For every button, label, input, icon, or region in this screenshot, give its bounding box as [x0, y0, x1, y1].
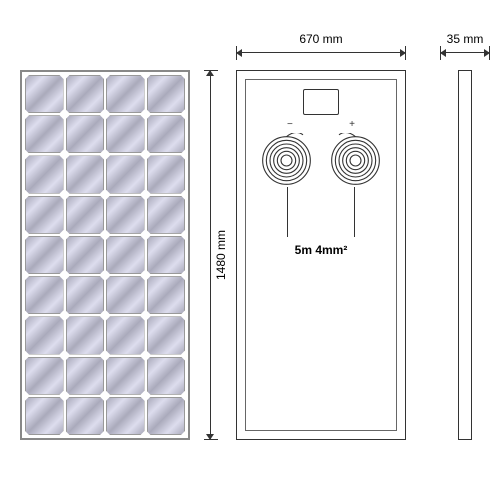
solar-cell: [147, 196, 186, 234]
solar-cell: [147, 316, 186, 354]
solar-cell: [106, 75, 145, 113]
diagram-container: 1480 mm 670 mm 35 mm − +: [0, 0, 500, 500]
solar-cell: [66, 196, 105, 234]
solar-cell: [147, 236, 186, 274]
solar-cell: [66, 155, 105, 193]
solar-cell: [66, 75, 105, 113]
cable-lead-left: [287, 187, 288, 237]
solar-cell: [25, 115, 64, 153]
panel-side-view: [458, 70, 472, 440]
cable-spec-label: 5m 4mm²: [295, 243, 348, 257]
solar-cell: [25, 236, 64, 274]
dimension-depth: 35 mm: [440, 32, 490, 54]
dimension-width: 670 mm: [236, 32, 406, 54]
solar-cell: [106, 276, 145, 314]
solar-cell: [25, 155, 64, 193]
solar-cell: [66, 357, 105, 395]
solar-cell: [25, 196, 64, 234]
solar-cell: [106, 115, 145, 153]
solar-cell-grid: [22, 72, 188, 438]
solar-cell: [106, 155, 145, 193]
solar-cell: [106, 316, 145, 354]
cable-coil-right: [328, 133, 383, 188]
cable-coil-left: [259, 133, 314, 188]
solar-cell: [25, 397, 64, 435]
panel-front-view: [20, 70, 190, 440]
polarity-minus: −: [287, 119, 293, 130]
solar-cell: [106, 397, 145, 435]
dimension-height-label: 1480 mm: [214, 230, 228, 280]
polarity-plus: +: [349, 119, 355, 130]
panel-back-view: − + 5m 4mm²: [236, 70, 406, 440]
solar-cell: [147, 155, 186, 193]
solar-cell: [147, 357, 186, 395]
solar-cell: [106, 196, 145, 234]
dimension-height: 1480 mm: [200, 70, 230, 440]
junction-box: [303, 89, 339, 115]
cable-lead-right: [354, 187, 355, 237]
solar-cell: [106, 236, 145, 274]
solar-cell: [147, 276, 186, 314]
solar-cell: [147, 115, 186, 153]
solar-cell: [106, 357, 145, 395]
solar-cell: [25, 75, 64, 113]
solar-cell: [147, 397, 186, 435]
solar-cell: [25, 316, 64, 354]
solar-cell: [66, 397, 105, 435]
solar-cell: [147, 75, 186, 113]
solar-cell: [66, 236, 105, 274]
solar-cell: [25, 357, 64, 395]
solar-cell: [66, 276, 105, 314]
solar-cell: [66, 316, 105, 354]
dimension-depth-label: 35 mm: [447, 32, 484, 46]
dimension-width-label: 670 mm: [299, 32, 342, 46]
solar-cell: [66, 115, 105, 153]
solar-cell: [25, 276, 64, 314]
